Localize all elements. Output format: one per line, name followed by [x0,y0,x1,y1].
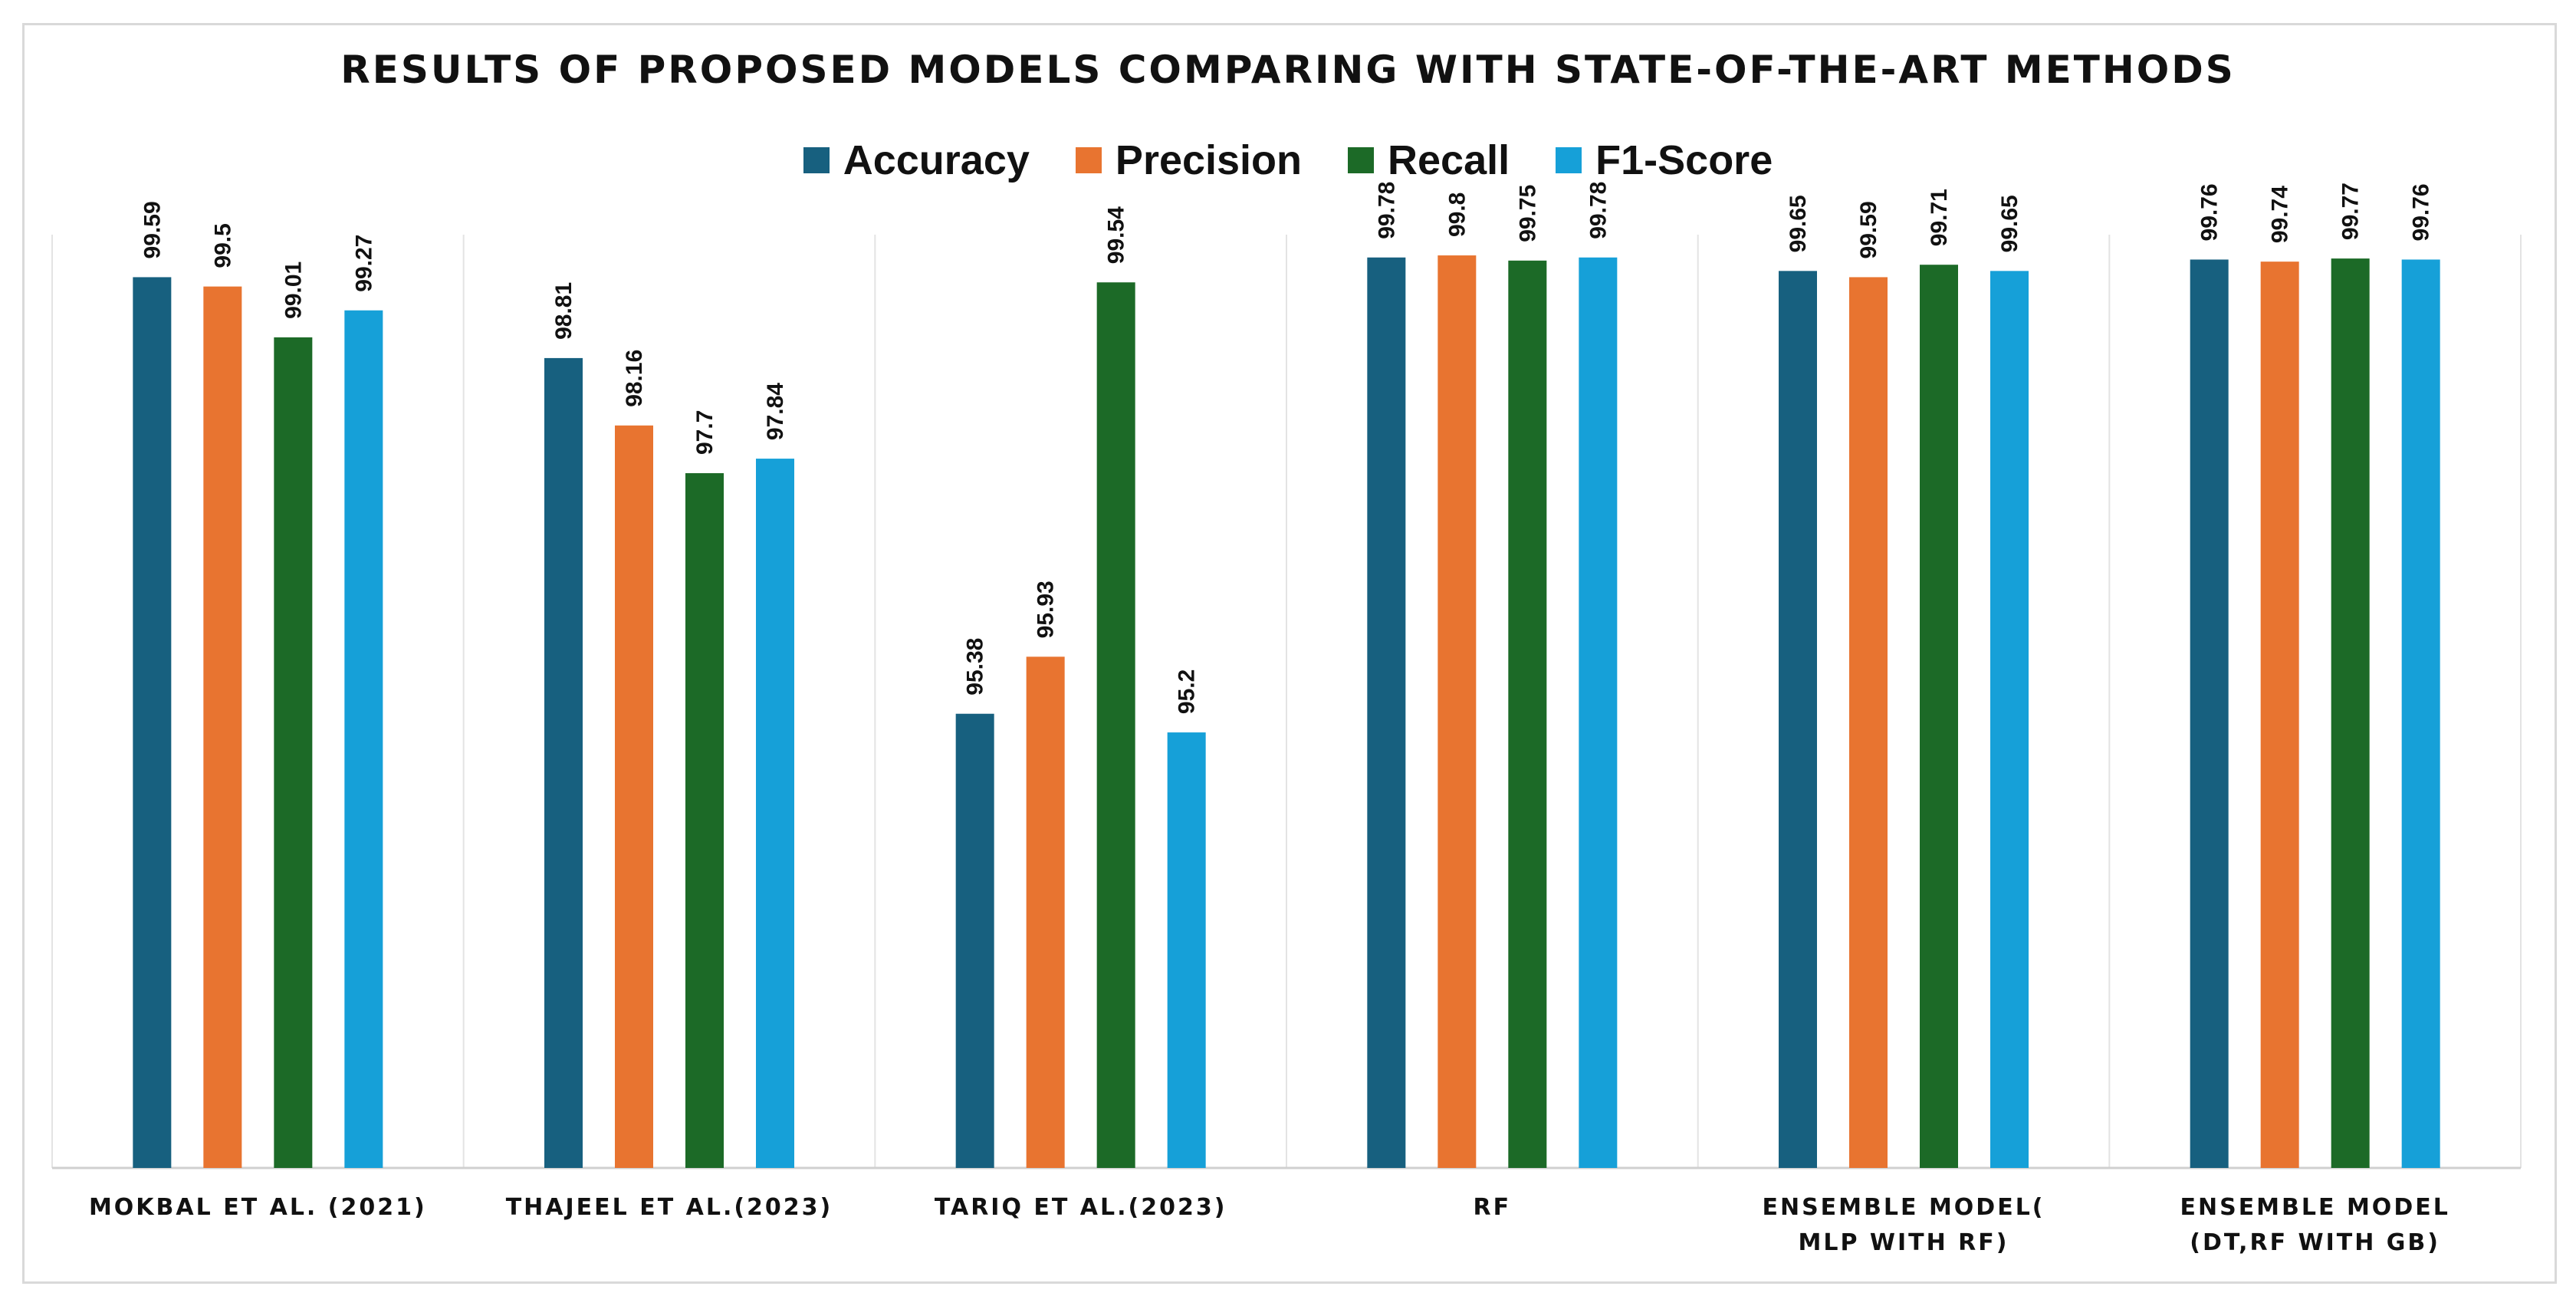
data-label-f1-score-3: 99.78 [1585,182,1611,239]
bar-accuracy-5 [2190,259,2229,1168]
data-label-precision-4: 99.59 [1856,201,1881,258]
data-label-precision-0: 99.5 [210,223,235,268]
bar-precision-0 [203,286,242,1169]
chart-frame [22,23,2557,1284]
legend-swatch-precision [1075,147,1102,173]
legend-label-f1-score: F1-Score [1595,137,1773,183]
category-label-5: (DT,RF WITH GB) [2190,1229,2440,1256]
bar-precision-1 [615,425,653,1168]
data-label-accuracy-1: 98.81 [551,282,577,340]
legend: Accuracy Precision Recall F1-Score [0,137,2576,184]
data-label-f1-score-2: 95.2 [1175,669,1200,714]
data-label-precision-1: 98.16 [622,350,647,407]
legend-item-accuracy: Accuracy [803,137,1030,184]
data-label-f1-score-0: 99.27 [351,235,376,292]
legend-label-accuracy: Accuracy [843,137,1030,183]
data-label-precision-2: 95.93 [1033,581,1059,638]
bar-recall-0 [274,337,313,1168]
data-label-recall-5: 99.77 [2338,183,2364,240]
data-label-recall-2: 99.54 [1104,206,1129,264]
legend-item-f1-score: F1-Score [1556,137,1773,184]
legend-swatch-accuracy [803,147,830,173]
bar-accuracy-1 [544,357,583,1169]
category-label-1: THAJEEL ET AL.(2023) [506,1194,833,1221]
bar-recall-3 [1508,260,1547,1168]
bar-f1-score-4 [1990,271,2029,1169]
bar-precision-4 [1849,277,1888,1168]
bar-recall-4 [1920,265,1958,1168]
data-label-recall-0: 99.01 [281,262,306,319]
legend-item-recall: Recall [1348,137,1510,184]
bar-f1-score-5 [2401,259,2440,1168]
bar-recall-1 [685,473,724,1168]
data-label-recall-4: 99.71 [1927,189,1952,246]
bar-f1-score-3 [1579,257,1618,1168]
data-label-f1-score-1: 97.84 [763,383,788,440]
legend-item-precision: Precision [1075,137,1303,184]
legend-swatch-recall [1348,147,1375,173]
bar-accuracy-0 [133,277,172,1168]
data-label-f1-score-5: 99.76 [2409,183,2434,241]
data-label-accuracy-0: 99.59 [140,201,165,258]
data-label-recall-3: 99.75 [1515,185,1540,242]
bar-accuracy-3 [1367,257,1406,1168]
bar-precision-2 [1026,656,1065,1168]
category-label-0: MOKBAL ET AL. (2021) [89,1194,427,1221]
bar-recall-2 [1096,282,1135,1169]
chart-title: RESULTS OF PROPOSED MODELS COMPARING WIT… [340,48,2236,92]
bar-accuracy-2 [955,713,994,1168]
data-label-accuracy-2: 95.38 [963,638,988,696]
bar-recall-5 [2331,258,2370,1169]
legend-swatch-f1-score [1556,147,1582,173]
data-label-recall-1: 97.7 [692,410,718,455]
data-label-accuracy-5: 99.76 [2197,183,2223,241]
category-label-5: ENSEMBLE MODEL [2180,1194,2450,1221]
category-label-2: TARIQ ET AL.(2023) [935,1194,1227,1221]
bar-precision-3 [1438,255,1477,1168]
bar-f1-score-1 [756,459,794,1168]
data-label-precision-3: 99.8 [1444,192,1470,237]
bar-f1-score-2 [1167,732,1206,1168]
data-label-accuracy-3: 99.78 [1374,182,1399,239]
bar-precision-5 [2260,262,2299,1169]
data-label-f1-score-4: 99.65 [1997,195,2022,252]
bar-accuracy-4 [1779,271,1817,1169]
data-label-precision-5: 99.74 [2268,186,2293,243]
legend-label-recall: Recall [1388,137,1510,183]
category-label-4: MLP WITH RF) [1799,1229,2009,1256]
legend-label-precision: Precision [1115,137,1303,183]
bar-f1-score-0 [344,310,383,1169]
category-label-4: ENSEMBLE MODEL( [1762,1194,2045,1221]
data-label-accuracy-4: 99.65 [1786,195,1811,252]
category-label-3: RF [1474,1194,1512,1221]
